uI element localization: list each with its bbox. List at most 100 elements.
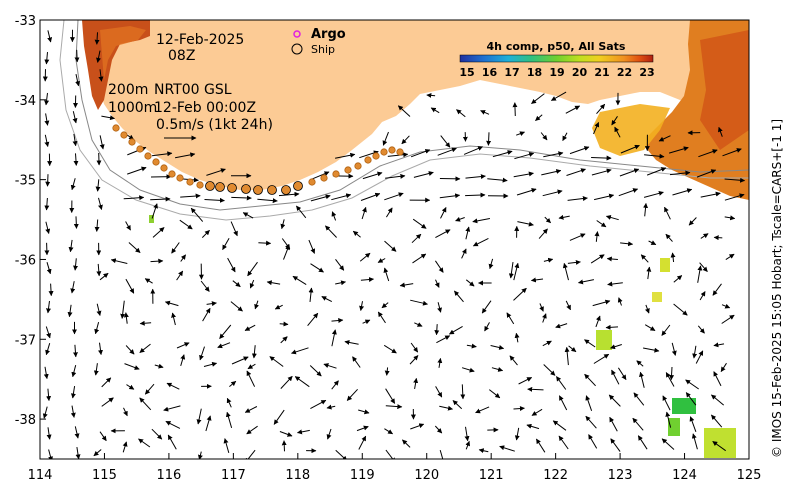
current-arrow — [223, 438, 230, 454]
current-arrow — [128, 242, 141, 253]
current-arrow — [164, 300, 179, 307]
current-arrow — [166, 382, 180, 390]
current-arrow — [618, 188, 639, 197]
current-arrow — [414, 322, 423, 327]
current-arrow — [584, 339, 596, 348]
date-label: 12-Feb-2025 — [156, 32, 244, 48]
current-arrow — [689, 416, 697, 432]
current-arrow — [434, 425, 443, 434]
current-arrow — [294, 376, 310, 388]
current-arrow — [711, 394, 725, 406]
current-arrow — [591, 168, 612, 176]
land-mass — [96, 20, 749, 190]
ship-legend-label: Ship — [311, 43, 335, 56]
current-arrow — [244, 406, 258, 413]
current-arrow — [205, 415, 212, 432]
current-arrow — [669, 170, 691, 176]
current-arrow — [94, 219, 100, 232]
current-arrow — [527, 386, 544, 392]
current-arrow — [179, 219, 193, 230]
current-arrow — [538, 228, 548, 239]
current-arrow — [620, 144, 640, 154]
product-time-label: 12-Feb 00:00Z — [154, 100, 256, 116]
current-arrow — [578, 279, 595, 285]
current-arrow — [385, 173, 406, 179]
current-arrow — [410, 423, 425, 430]
current-arrow — [712, 440, 726, 452]
ship-track-dot — [253, 185, 263, 195]
current-arrow — [94, 32, 100, 45]
ship-track-dot — [205, 181, 215, 191]
current-arrow — [562, 262, 569, 281]
current-arrow — [539, 303, 544, 312]
ship-track-dot — [372, 152, 380, 160]
current-arrow — [47, 30, 53, 43]
current-arrow — [307, 312, 319, 327]
current-arrow — [606, 256, 618, 262]
current-arrow — [401, 135, 410, 145]
current-arrow — [671, 342, 677, 356]
current-arrow — [721, 303, 731, 309]
current-arrow — [199, 346, 205, 361]
current-arrow — [150, 258, 164, 264]
current-arrow — [352, 356, 361, 368]
current-arrow — [531, 408, 543, 416]
current-arrow — [176, 270, 184, 281]
current-arrow — [385, 388, 396, 404]
current-arrow — [231, 195, 252, 201]
current-arrow — [242, 212, 254, 219]
current-arrow — [274, 304, 283, 310]
current-arrow — [567, 259, 581, 265]
ship-track-dot — [120, 131, 128, 139]
current-arrow — [713, 235, 723, 241]
ship-track-dot — [128, 138, 136, 146]
current-arrow — [617, 297, 623, 306]
current-arrow — [99, 431, 107, 442]
current-arrow — [331, 329, 337, 347]
current-arrow — [465, 192, 486, 198]
current-arrow — [42, 406, 48, 419]
current-arrow — [73, 216, 79, 229]
current-arrow — [516, 131, 525, 137]
current-arrow — [44, 134, 50, 147]
current-arrow — [331, 211, 337, 221]
current-arrow — [644, 153, 665, 159]
lon-tick-label: 122 — [543, 468, 568, 483]
current-arrow — [96, 303, 102, 316]
lon-tick-label: 115 — [92, 468, 117, 483]
current-arrow — [95, 179, 101, 192]
scale-label: 0.5m/s (1kt 24h) — [156, 117, 273, 133]
current-arrow — [611, 369, 620, 385]
current-arrow — [699, 291, 706, 301]
current-arrow — [562, 132, 568, 142]
current-arrow — [246, 425, 258, 435]
current-arrow — [478, 448, 489, 454]
current-arrow — [700, 191, 721, 198]
current-arrow — [513, 406, 525, 412]
current-arrow — [197, 451, 203, 459]
current-arrow — [385, 449, 396, 459]
current-arrow — [465, 226, 471, 240]
ship-track-dot — [380, 148, 388, 156]
lon-tick-label: 114 — [28, 468, 53, 483]
current-arrow — [434, 260, 444, 273]
lon-tick-label: 117 — [221, 468, 246, 483]
current-arrow — [540, 132, 548, 141]
current-arrow — [279, 431, 293, 437]
current-arrow — [541, 169, 562, 176]
current-arrow — [70, 281, 76, 294]
current-arrow — [465, 440, 471, 450]
current-arrow — [296, 205, 307, 219]
current-arrow — [384, 367, 390, 376]
current-arrow — [326, 428, 332, 440]
current-arrow — [358, 435, 367, 450]
current-arrow — [411, 233, 422, 244]
ship-track-dot — [320, 174, 328, 182]
ship-track-dot — [396, 148, 404, 156]
sst-east-hot — [700, 30, 749, 150]
current-arrow — [440, 135, 451, 148]
ship-marker-icon — [291, 43, 303, 55]
current-arrow — [430, 107, 440, 114]
current-arrow — [696, 169, 717, 178]
current-arrow — [361, 206, 367, 220]
